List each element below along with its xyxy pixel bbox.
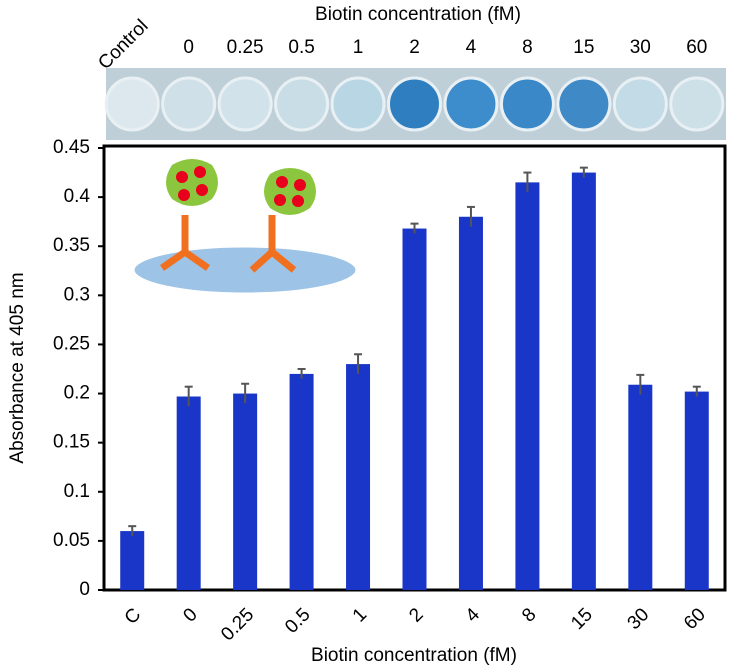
bar	[176, 396, 201, 590]
plate-label: 4	[466, 37, 477, 58]
conjugates	[166, 159, 316, 215]
plate-label: 0.5	[288, 37, 314, 58]
bar	[515, 182, 540, 590]
plate-label: Control	[94, 16, 152, 74]
well	[274, 76, 330, 132]
error-bar	[241, 382, 250, 404]
error-bar	[523, 171, 532, 193]
plate-label: 1	[353, 37, 364, 58]
y-tick-label: 0.4	[64, 186, 91, 207]
y-tick-label: 0.3	[64, 284, 90, 305]
x-tick-label: 60	[680, 604, 710, 634]
error-bar	[466, 205, 475, 227]
antibodies	[160, 215, 297, 273]
bar	[628, 384, 653, 590]
well	[443, 76, 499, 132]
x-tick-label: 0.25	[217, 604, 258, 645]
plate-label: 0	[183, 37, 194, 58]
x-tick-label: 8	[518, 604, 540, 626]
error-bar	[354, 353, 363, 374]
inset-illustration	[131, 159, 359, 296]
y-axis-label: Absorbance at 405 nm	[7, 272, 28, 463]
bar	[571, 172, 596, 591]
y-tick-label: 0.1	[64, 481, 90, 502]
y-tick-label: 0	[79, 579, 90, 600]
plate-title: Biotin concentration (fM)	[315, 4, 521, 25]
well	[330, 76, 386, 132]
bar	[458, 216, 483, 590]
error-bar	[579, 166, 588, 178]
bar	[120, 531, 145, 590]
error-bar	[410, 222, 419, 234]
error-bar	[692, 385, 701, 397]
bar	[289, 373, 314, 590]
bar	[233, 393, 258, 590]
x-tick-label: 15	[567, 604, 597, 634]
x-tick-label: C	[121, 604, 146, 629]
plate-label: 0.25	[227, 37, 264, 58]
error-bar	[184, 385, 193, 407]
y-tick-label: 0.25	[53, 333, 90, 354]
plate-label: 60	[686, 37, 707, 58]
x-tick-label: 2	[405, 604, 427, 626]
y-tick-label: 0.35	[53, 235, 90, 256]
y-tick-label: 0.2	[64, 383, 90, 404]
plate-label: 30	[630, 37, 651, 58]
x-tick-label: 1	[349, 604, 371, 626]
well	[556, 76, 612, 132]
x-tick-label: 4	[462, 604, 485, 627]
bar	[684, 391, 709, 590]
well	[104, 76, 160, 132]
well	[669, 76, 725, 132]
bar	[346, 364, 371, 590]
x-tick-label: 30	[624, 604, 654, 634]
plate-label: 15	[573, 37, 594, 58]
y-tick-label: 0.05	[53, 530, 90, 551]
error-bar	[636, 373, 645, 395]
plate-label: 8	[522, 37, 533, 58]
y-tick-label: 0.15	[53, 432, 90, 453]
well	[161, 76, 217, 132]
surface	[131, 244, 359, 296]
plate-label: 2	[409, 37, 420, 58]
error-bar	[128, 525, 137, 536]
well	[612, 76, 668, 132]
x-tick-label: 0	[179, 604, 201, 626]
well	[217, 76, 273, 132]
bar	[402, 228, 427, 590]
error-bar	[297, 368, 306, 379]
well	[499, 76, 555, 132]
well	[387, 76, 442, 132]
x-axis-label: Biotin concentration (fM)	[311, 645, 517, 666]
y-tick-label: 0.45	[53, 137, 90, 158]
x-tick-label: 0.5	[281, 604, 315, 638]
plate-photo	[104, 68, 726, 140]
